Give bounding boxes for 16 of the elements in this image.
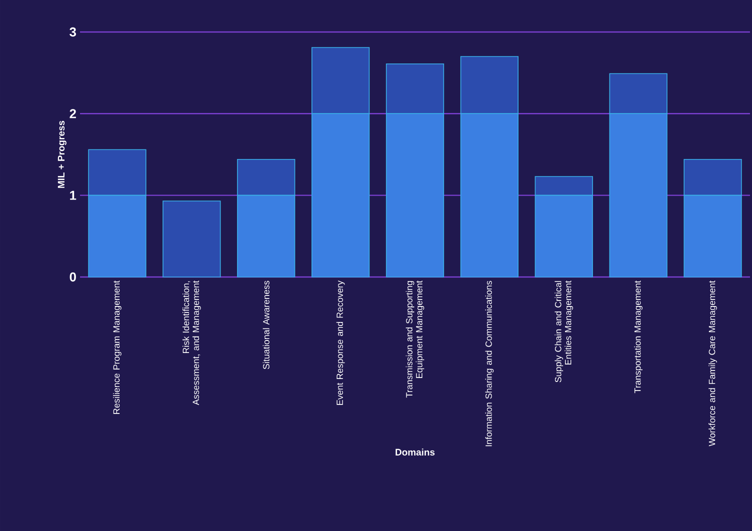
y-tick-label: 2 xyxy=(70,109,76,118)
x-tick-label: Situational Awareness xyxy=(262,280,270,370)
x-tick-label: Risk Identification, Assessment, and Management xyxy=(182,280,201,406)
x-tick-label: Information Sharing and Communications xyxy=(485,280,494,446)
y-axis-title: MIL + Progress xyxy=(58,120,66,188)
x-tick-label: Supply Chain and Critical Entities Management xyxy=(554,280,574,382)
x-tick-label: Workforce and Family Care Management xyxy=(708,280,717,446)
x-tick-label: Event Response and Recovery xyxy=(336,280,345,405)
x-tick-label: Transmission and Supporting Equipment Management xyxy=(406,280,424,398)
bar xyxy=(162,200,221,278)
y-tick-label: 0 xyxy=(70,272,76,282)
x-axis-title: Domains xyxy=(396,448,435,456)
x-tick-label: Resilience Program Management xyxy=(113,280,122,414)
y-tick-label: 3 xyxy=(70,27,76,37)
y-tick-label: 1 xyxy=(70,190,76,200)
x-tick-label: Transportation Management xyxy=(634,280,643,394)
